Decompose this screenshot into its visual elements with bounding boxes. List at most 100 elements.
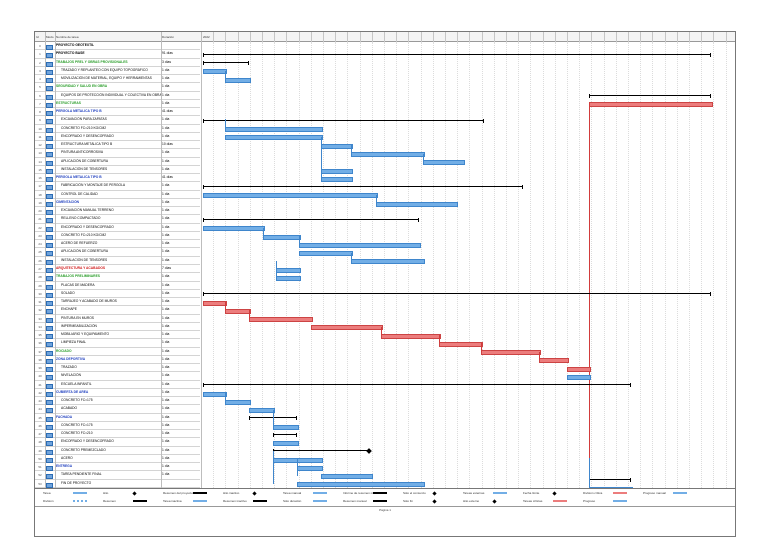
task-name[interactable]: PLACAS DE MADERA <box>61 282 95 287</box>
task-name[interactable]: PROYECTO BASE <box>56 51 85 56</box>
table-row[interactable]: 36 LIMPIEZA FINAL 1 día <box>35 339 200 348</box>
task-duration[interactable]: 1 día <box>162 100 170 105</box>
task-name[interactable]: ENTREGA <box>56 464 73 469</box>
task-bar[interactable] <box>297 465 323 471</box>
task-name[interactable]: MOBILIARIO Y EQUIPAMIENTO <box>61 332 110 337</box>
dependency-link[interactable] <box>321 136 322 179</box>
task-name[interactable]: CIMENTACIÓN <box>56 199 80 204</box>
critical-task-bar[interactable] <box>311 325 383 331</box>
task-duration[interactable]: 1 día <box>162 398 170 403</box>
table-row[interactable]: 15 INSTALACIÓN DE TENSORES 1 día <box>35 166 200 175</box>
table-row[interactable]: 42 CUBIERTA DE AREA 1 día <box>35 389 200 398</box>
task-duration[interactable]: 1 día <box>162 356 170 361</box>
task-duration[interactable]: 1 día <box>162 125 170 130</box>
dependency-link[interactable] <box>439 335 440 344</box>
task-name[interactable]: CONTROL DE CALIDAD <box>61 191 98 196</box>
task-duration[interactable]: 1 día <box>162 76 170 81</box>
task-name[interactable]: ENCOFRADO Y DESENCOFRADO <box>61 133 114 138</box>
task-name[interactable]: TRAZADO Y REPLANTEO CON EQUIPO TOPOGRÁFI… <box>61 67 148 72</box>
table-row[interactable]: 27 ARQUITECTURA Y ACABADOS 7 días <box>35 265 200 274</box>
task-duration[interactable]: 1 día <box>162 406 170 411</box>
table-row[interactable]: 20 EXCAVACIÓN MANUAL TERRENO 1 día <box>35 207 200 216</box>
task-duration[interactable]: 1 día <box>162 274 170 279</box>
task-name[interactable]: CONCRETO FC=210 <box>61 431 93 436</box>
table-row[interactable]: 46 CONCRETO FC=175 1 día <box>35 422 200 431</box>
task-bar[interactable] <box>225 127 323 133</box>
task-bar[interactable] <box>351 152 425 157</box>
table-row[interactable]: 12 ESTRUCTURA METÁLICA TIPO B 10 días <box>35 141 200 150</box>
task-duration[interactable]: 1 día <box>162 166 170 171</box>
task-bar[interactable] <box>225 399 251 405</box>
table-row[interactable]: 14 APLICACIÓN DE COBERTURA 1 día <box>35 158 200 166</box>
task-duration[interactable]: 1 día <box>162 150 170 155</box>
dependency-link[interactable] <box>263 227 264 237</box>
table-row[interactable]: 22 ENCOFRADO Y DESENCOFRADO 1 día <box>35 224 200 232</box>
task-duration[interactable]: 1 día <box>162 307 170 312</box>
task-name[interactable]: PERGOLA METALICA TIPO B <box>56 175 102 180</box>
task-name[interactable]: ENCOFRADO Y DESENCOFRADO <box>61 224 114 229</box>
summary-bar[interactable] <box>203 118 484 123</box>
table-row[interactable]: 4 MOVILIZACIÓN DE MATERIAL, EQUIPO Y HERR… <box>35 75 200 84</box>
critical-task-bar[interactable] <box>249 317 313 323</box>
table-row[interactable]: 11 ENCOFRADO Y DESENCOFRADO 1 día <box>35 133 200 142</box>
task-duration[interactable]: 1 día <box>162 323 170 328</box>
task-name[interactable]: ACERO DE REFUERZO <box>61 241 98 246</box>
table-row[interactable]: 41 ESCUELA INFANTIL 1 día <box>35 381 200 389</box>
table-row[interactable]: 16 PERGOLA METALICA TIPO B 41 días <box>35 174 200 183</box>
task-duration[interactable]: 1 día <box>162 389 170 394</box>
dependency-link[interactable] <box>381 326 382 336</box>
task-bar[interactable] <box>203 69 227 75</box>
task-name[interactable]: FABRICACIÓN Y MONTAJE DE PERGOLA <box>61 183 126 188</box>
task-bar[interactable] <box>273 441 299 447</box>
dependency-link[interactable] <box>273 409 274 427</box>
table-row[interactable]: 44 ACABADO 1 día <box>35 405 200 414</box>
task-name[interactable]: ESCUELA INFANTIL <box>61 381 92 386</box>
task-name[interactable]: PROYECTO GEOTEXTIL <box>56 43 95 47</box>
task-name[interactable]: CONCRETO FC=175 <box>61 422 93 427</box>
table-row[interactable]: 39 TRAZADO 1 día <box>35 364 200 373</box>
table-row[interactable]: 7 ESTRUCTURAS 1 día <box>35 100 200 109</box>
dependency-link[interactable] <box>423 153 424 162</box>
dependency-link[interactable] <box>376 194 377 204</box>
task-name[interactable]: PINTURA ANTICORROSIVA <box>61 150 104 155</box>
task-bar[interactable] <box>249 408 275 414</box>
critical-task-bar[interactable] <box>203 300 227 306</box>
task-duration[interactable]: 1 día <box>162 439 170 444</box>
task-bar[interactable] <box>276 267 301 273</box>
table-row[interactable]: 38 ZONA DEPORTIVA 1 día <box>35 356 200 365</box>
summary-bar[interactable] <box>203 185 523 190</box>
critical-task-bar[interactable] <box>225 308 251 314</box>
task-duration[interactable]: 1 día <box>162 191 170 196</box>
task-duration[interactable]: 1 día <box>162 414 170 419</box>
task-duration[interactable]: 1 día <box>162 464 170 469</box>
task-duration[interactable]: 1 día <box>162 199 170 204</box>
dependency-link[interactable] <box>297 459 298 476</box>
task-duration[interactable]: 1 día <box>162 455 170 460</box>
task-name[interactable]: ENCOFRADO Y DESENCOFRADO <box>61 439 114 444</box>
task-duration[interactable]: 3 días <box>162 59 171 64</box>
task-name[interactable]: TARRAJEO Y ACABADO DE MUROS <box>61 299 117 304</box>
table-row[interactable]: 3 TRAZADO Y REPLANTEO CON EQUIPO TOPOGRÁF… <box>35 67 200 76</box>
task-duration[interactable]: 41 días <box>162 175 173 180</box>
dependency-link[interactable] <box>351 145 352 154</box>
task-duration[interactable]: 1 día <box>162 216 170 221</box>
dependency-link[interactable] <box>589 102 590 458</box>
task-bar[interactable] <box>321 176 353 182</box>
task-duration[interactable]: 1 día <box>162 340 170 345</box>
task-duration[interactable]: 1 día <box>162 249 170 254</box>
task-bar[interactable] <box>376 201 458 207</box>
table-row[interactable]: 32 ENCHAPE 1 día <box>35 306 200 315</box>
task-name[interactable]: CUBIERTA DE AREA <box>56 389 89 394</box>
dependency-link[interactable] <box>299 236 300 245</box>
task-name[interactable]: TRAZADO <box>61 365 77 370</box>
table-row[interactable]: 34 IMPERMEABILIZACIÓN 1 día <box>35 323 200 332</box>
task-duration[interactable]: 41 días <box>162 109 173 114</box>
table-row[interactable]: 51 ENTREGA 1 día <box>35 463 200 472</box>
task-duration[interactable]: 1 día <box>162 133 170 138</box>
critical-task-bar[interactable] <box>589 102 713 108</box>
task-duration[interactable]: 1 día <box>162 290 170 295</box>
task-name[interactable]: CONCRETO FC=210 KG/CM2 <box>61 125 107 130</box>
table-row[interactable]: 48 ENCOFRADO Y DESENCOFRADO 1 día <box>35 438 200 447</box>
dependency-link[interactable] <box>276 260 277 278</box>
task-bar[interactable] <box>225 135 323 141</box>
